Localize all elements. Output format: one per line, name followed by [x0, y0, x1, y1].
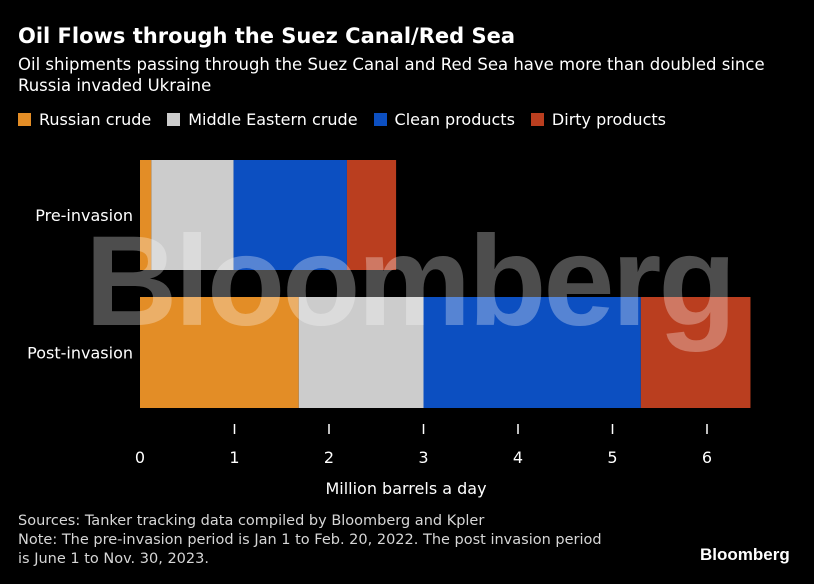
x-tick-label: 0 — [135, 448, 145, 467]
chart-title: Oil Flows through the Suez Canal/Red Sea — [18, 24, 516, 48]
note-text-line1: Note: The pre-invasion period is Jan 1 t… — [18, 532, 602, 548]
bar-segment-pre-invasion-2 — [233, 160, 347, 270]
category-label: Post-invasion — [27, 344, 133, 363]
x-tick-label: 6 — [702, 448, 712, 467]
legend: Russian crude Middle Eastern crude Clean p… — [18, 110, 682, 129]
bar-segment-post-invasion-2 — [423, 297, 641, 408]
x-axis-title: Million barrels a day — [325, 479, 486, 498]
x-tick-label: 2 — [324, 448, 334, 467]
category-label: Pre-invasion — [35, 206, 133, 225]
bar-segment-post-invasion-3 — [640, 297, 751, 408]
footnote: Sources: Tanker tracking data compiled b… — [18, 512, 678, 569]
bar-segment-post-invasion-1 — [298, 297, 424, 408]
legend-label: Russian crude — [39, 110, 152, 129]
legend-swatch — [167, 113, 181, 126]
legend-swatch — [530, 113, 544, 126]
note-text-line2: is June 1 to Nov. 30, 2023. — [18, 551, 209, 567]
sources-text: Sources: Tanker tracking data compiled b… — [18, 513, 485, 529]
legend-label: Clean products — [394, 110, 515, 129]
x-tick-label: 4 — [513, 448, 523, 467]
bloomberg-logo: Bloomberg — [700, 545, 790, 564]
chart-subtitle: Oil shipments passing through the Suez C… — [18, 55, 765, 95]
bar-segment-post-invasion-0 — [140, 297, 299, 408]
x-tick-label: 1 — [229, 448, 239, 467]
legend-swatch — [18, 113, 31, 126]
legend-label: Middle Eastern crude — [188, 110, 358, 129]
x-tick-label: 5 — [607, 448, 617, 467]
x-tick-label: 3 — [418, 448, 428, 467]
bar-segment-pre-invasion-3 — [346, 160, 397, 270]
legend-item-2: Clean products — [373, 110, 515, 129]
bar-segment-pre-invasion-0 — [140, 160, 152, 270]
legend-item-1: Middle Eastern crude — [167, 110, 358, 129]
legend-item-0: Russian crude — [18, 110, 151, 129]
bar-segment-pre-invasion-1 — [151, 160, 234, 270]
legend-swatch — [373, 113, 387, 126]
legend-item-3: Dirty products — [530, 110, 666, 129]
legend-label: Dirty products — [551, 110, 666, 129]
